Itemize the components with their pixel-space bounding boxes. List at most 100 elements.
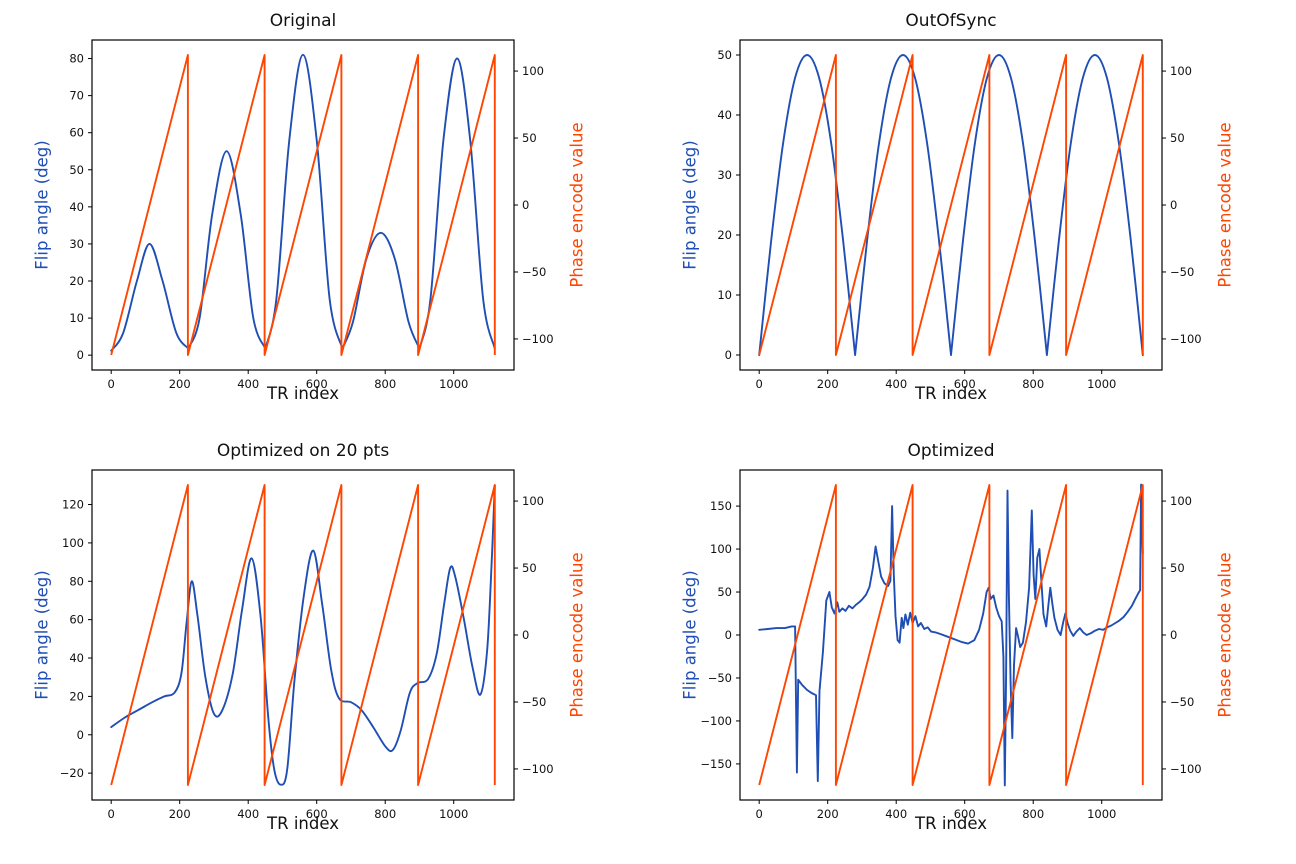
y-right-tick-label: −100: [1170, 332, 1202, 346]
y-left-tick-label: 20: [717, 228, 732, 242]
y-left-tick-label: 120: [62, 498, 84, 512]
ylabel-left: Flip angle (deg): [32, 570, 52, 700]
y-left-tick-label: 100: [710, 542, 732, 556]
ylabel-right: Phase encode value: [1215, 122, 1235, 288]
y-right-tick-label: 0: [1170, 628, 1177, 642]
x-tick-label: 600: [306, 807, 328, 821]
ylabel-right: Phase encode value: [567, 122, 587, 288]
y-right-tick-label: 100: [522, 494, 544, 508]
y-left-tick-label: 40: [69, 651, 84, 665]
y-left-tick-label: 50: [717, 48, 732, 62]
axes: 0 200 400 600 800 1000−20020406080100120−100−…: [60, 494, 554, 821]
plot-spines: [91, 39, 515, 371]
y-left-tick-label: 80: [69, 574, 84, 588]
x-tick-label: 600: [954, 377, 976, 391]
x-tick-label: 800: [1022, 807, 1044, 821]
plot-spines: [739, 469, 1163, 801]
x-tick-label: 200: [817, 377, 839, 391]
y-left-tick-label: 0: [77, 348, 84, 362]
x-tick-label: 1000: [439, 377, 468, 391]
y-right-tick-label: 50: [1170, 561, 1185, 575]
y-left-tick-label: 50: [717, 585, 732, 599]
axes: 0 200 400 600 800 100001020304050607080−100−5…: [69, 52, 553, 391]
x-tick-label: 200: [169, 377, 191, 391]
y-left-tick-label: 40: [717, 108, 732, 122]
y-left-tick-label: 80: [69, 52, 84, 66]
y-left-tick-label: 30: [69, 237, 84, 251]
y-right-tick-label: −50: [1170, 265, 1194, 279]
y-right-tick-label: 100: [1170, 494, 1192, 508]
y-left-tick-label: 60: [69, 613, 84, 627]
y-right-tick-label: −50: [522, 265, 546, 279]
plot-title: Optimized: [907, 441, 995, 461]
y-right-tick-label: 100: [1170, 64, 1192, 78]
y-right-tick-label: −100: [522, 332, 554, 346]
phase-encode-series: [758, 484, 1144, 786]
x-tick-label: 0: [108, 377, 115, 391]
x-tick-label: 800: [1022, 377, 1044, 391]
y-left-tick-label: 20: [69, 689, 84, 703]
plot-spines: [91, 469, 515, 801]
x-tick-label: 400: [237, 377, 259, 391]
y-left-tick-label: −20: [60, 766, 84, 780]
plot-area-optimized-20pts: 0 200 400 600 800 1000 −20 0 20 40 60 80 100 120 −100−…: [0, 430, 648, 860]
plot-title: Optimized on 20 pts: [216, 441, 390, 461]
plot-spines: [739, 39, 1163, 371]
axes: 0 200 400 600 800 1000−150−100−50050100150−10…: [700, 494, 1201, 821]
x-axis-label: TR index: [915, 384, 987, 403]
plot-area-original: 0 200 400 600 800 1000 0 10 20 30 40 50 60 70 80 −100 −5…: [0, 0, 648, 430]
y-left-tick-label: 60: [69, 126, 84, 140]
subplot-outofsync: 0 200 400 600 800 1000 0 10 20 30 40 50 −100 −50 0 50 10…: [648, 0, 1296, 430]
y-left-tick-label: 0: [77, 728, 84, 742]
y-right-tick-label: 0: [522, 628, 529, 642]
subplot-optimized-20pts: 0 200 400 600 800 1000 −20 0 20 40 60 80 100 120 −100−…: [0, 430, 648, 860]
y-right-tick-label: −100: [1170, 762, 1202, 776]
y-right-tick-label: −50: [522, 695, 546, 709]
ylabel-left: Flip angle (deg): [680, 570, 700, 700]
y-right-tick-label: 50: [522, 131, 537, 145]
plot-area-outofsync: 0 200 400 600 800 1000 0 10 20 30 40 50 −100 −50 0 50 10…: [648, 0, 1296, 430]
y-left-tick-label: 20: [69, 274, 84, 288]
phase-encode-series: [758, 54, 1144, 356]
y-left-tick-label: 100: [62, 536, 84, 550]
x-axis-label: TR index: [267, 384, 339, 403]
phase-encode-series: [110, 54, 496, 356]
x-tick-label: 600: [954, 807, 976, 821]
y-right-tick-label: 50: [522, 561, 537, 575]
x-tick-label: 0: [108, 807, 115, 821]
axes: 0 200 400 600 800 1000 0 10 20 30 40 50 −100 −50 0 50 10…: [717, 48, 1201, 391]
y-right-tick-label: 0: [1170, 198, 1177, 212]
subplot-original: 0 200 400 600 800 1000 0 10 20 30 40 50 60 70 80 −100 −5…: [0, 0, 648, 430]
x-tick-label: 0: [756, 377, 763, 391]
x-tick-label: 800: [374, 377, 396, 391]
plot-title: OutOfSync: [905, 11, 997, 31]
flip-angle-series: [758, 54, 1144, 356]
x-tick-label: 0: [756, 807, 763, 821]
ylabel-right: Phase encode value: [1215, 552, 1235, 718]
phase-encode-series: [110, 484, 496, 786]
x-tick-label: 200: [817, 807, 839, 821]
y-left-tick-label: 40: [69, 200, 84, 214]
flip-angle-series: [110, 53, 496, 352]
ylabel-left: Flip angle (deg): [32, 140, 52, 270]
y-left-tick-label: −50: [708, 671, 732, 685]
y-right-tick-label: −100: [522, 762, 554, 776]
subplot-optimized: 0 200 400 600 800 1000 −150 −100 −50 0 50 100 150 −10…: [648, 430, 1296, 860]
plot-svg: 0 200 400 600 800 1000 0 10 20 30 40 50 −100 −50 0 50 10…: [717, 39, 1202, 391]
y-left-tick-label: 50: [69, 163, 84, 177]
x-tick-label: 400: [885, 377, 907, 391]
ylabel-left: Flip angle (deg): [680, 140, 700, 270]
y-right-tick-label: 50: [1170, 131, 1185, 145]
flip-angle-series: [110, 484, 496, 786]
x-axis-label: TR index: [915, 814, 987, 833]
x-tick-label: 1000: [1087, 377, 1116, 391]
y-left-tick-label: 150: [710, 499, 732, 513]
plot-svg: 0 200 400 600 800 1000−20020406080100120−100−…: [60, 469, 554, 821]
x-tick-label: 1000: [1087, 807, 1116, 821]
plot-area-optimized: 0 200 400 600 800 1000 −150 −100 −50 0 50 100 150 −10…: [648, 430, 1296, 860]
plot-svg: 0 200 400 600 800 100001020304050607080−100−5…: [69, 39, 554, 391]
x-axis-label: TR index: [267, 814, 339, 833]
plot-title: Original: [269, 11, 337, 31]
x-tick-label: 600: [306, 377, 328, 391]
